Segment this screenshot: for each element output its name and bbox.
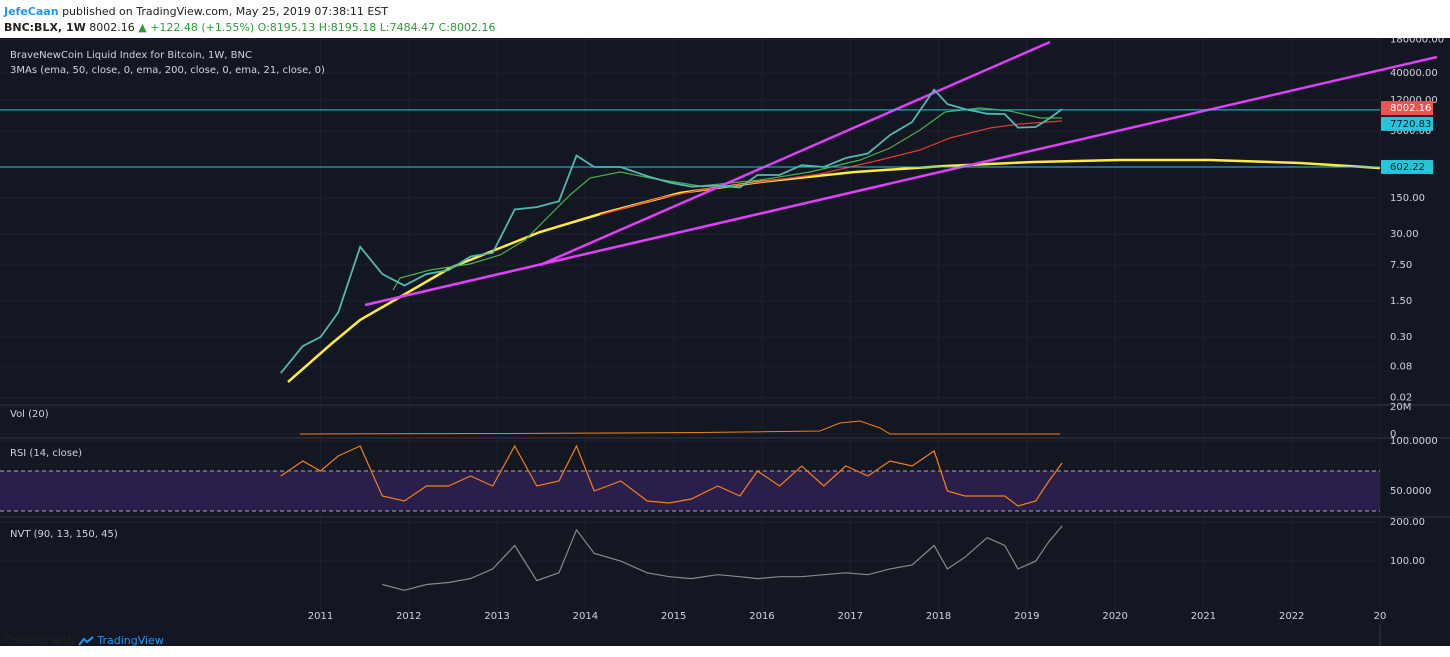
series-line <box>382 525 1063 591</box>
symbol-line: BNC:BLX, 1W 8002.16 ▲ +122.48 (+1.55%) O… <box>4 21 495 34</box>
published: published on TradingView.com, May 25, 20… <box>62 5 388 18</box>
upper-trendline <box>539 40 1051 267</box>
author[interactable]: JefeCaan <box>4 5 59 18</box>
y-tick-label: 40000.00 <box>1390 68 1438 79</box>
x-tick-label: 2022 <box>1279 611 1304 622</box>
series-line <box>280 88 1063 374</box>
y-tick-label: 20M <box>1390 402 1411 413</box>
last-price: 8002.16 <box>89 21 135 34</box>
last-price-box <box>1381 101 1433 116</box>
brand[interactable]: TradingView <box>97 634 164 647</box>
plots <box>0 88 1380 591</box>
volume-ma <box>299 420 1060 435</box>
x-tick-label: 2019 <box>1014 611 1039 622</box>
nvt-title: NVT (90, 13, 150, 45) <box>10 529 118 540</box>
x-tick-label: 2014 <box>573 611 598 622</box>
change: ▲ +122.48 (+1.55%) <box>138 21 255 34</box>
x-tick-label: 2011 <box>308 611 333 622</box>
y-tick-label: 1.50 <box>1390 296 1412 307</box>
x-tick-label: 20 <box>1374 611 1387 622</box>
y-tick-label: 100.00 <box>1390 556 1425 567</box>
ema-21 <box>599 120 1063 216</box>
ma-legend: 3MAs (ema, 50, close, 0, ema, 200, close… <box>10 65 325 76</box>
volume-title: Vol (20) <box>10 409 49 420</box>
series-line <box>280 444 1063 507</box>
y-tick-label: 50.0000 <box>1390 486 1431 497</box>
ohlc: O:8195.13 H:8195.18 L:7484.47 C:8002.16 <box>257 21 496 34</box>
y-tick-label: 150.00 <box>1390 193 1425 204</box>
last-price-label: 8002.16 <box>1390 103 1431 114</box>
y-tick-label: 0.02 <box>1390 393 1412 404</box>
symbol: BNC:BLX, 1W <box>4 21 86 34</box>
chart-title: BraveNewCoin Liquid Index for Bitcoin, 1… <box>10 50 252 61</box>
rsi-title: RSI (14, close) <box>10 448 82 459</box>
price-label-box <box>1381 159 1433 174</box>
price-axis <box>1380 38 1450 646</box>
publish-line: JefeCaan published on TradingView.com, M… <box>4 5 388 18</box>
y-tick-label: 100.0000 <box>1390 436 1438 447</box>
price-label: 602.22 <box>1390 162 1425 173</box>
x-tick-label: 2020 <box>1102 611 1127 622</box>
x-tick-label: 2017 <box>838 611 863 622</box>
footer: Created with TradingView <box>4 634 164 647</box>
x-tick-label: 2015 <box>661 611 686 622</box>
y-tick-label: 0.30 <box>1390 332 1412 343</box>
y-tick-label: 200.00 <box>1390 517 1425 528</box>
x-tick-label: 2018 <box>926 611 951 622</box>
y-tick-label: 30.00 <box>1390 229 1419 240</box>
price-label: 7720.83 <box>1390 119 1431 130</box>
y-tick-label: 0.08 <box>1390 362 1412 373</box>
chart: BraveNewCoin Liquid Index for Bitcoin, 1… <box>0 38 1450 646</box>
rsi-band <box>0 471 1380 511</box>
logo <box>78 636 94 646</box>
y-tick-label: 3000.00 <box>1390 126 1431 137</box>
y-tick-label: 7.50 <box>1390 260 1412 271</box>
y-tick-label: 0 <box>1390 429 1396 440</box>
x-tick-label: 2013 <box>484 611 509 622</box>
x-tick-label: 2016 <box>749 611 774 622</box>
created-with: Created with <box>4 634 75 647</box>
y-tick-label: 180000.00 <box>1390 38 1444 45</box>
x-tick-label: 2021 <box>1191 611 1216 622</box>
ema-200 <box>287 158 1381 383</box>
y-tick-label: 12000.00 <box>1390 95 1438 106</box>
x-tick-label: 2012 <box>396 611 421 622</box>
chart-background <box>0 38 1450 646</box>
price-label-box <box>1381 116 1433 131</box>
